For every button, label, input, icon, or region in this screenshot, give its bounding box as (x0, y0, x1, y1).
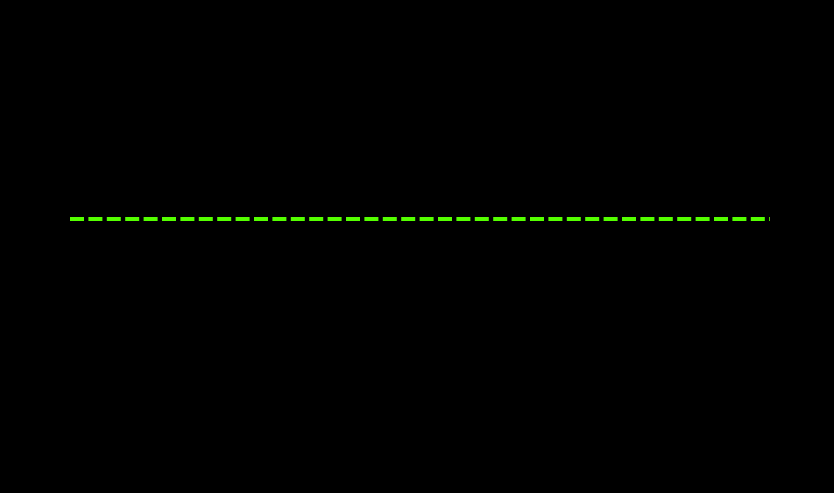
chart-canvas (0, 0, 834, 493)
chart-background (0, 0, 834, 493)
